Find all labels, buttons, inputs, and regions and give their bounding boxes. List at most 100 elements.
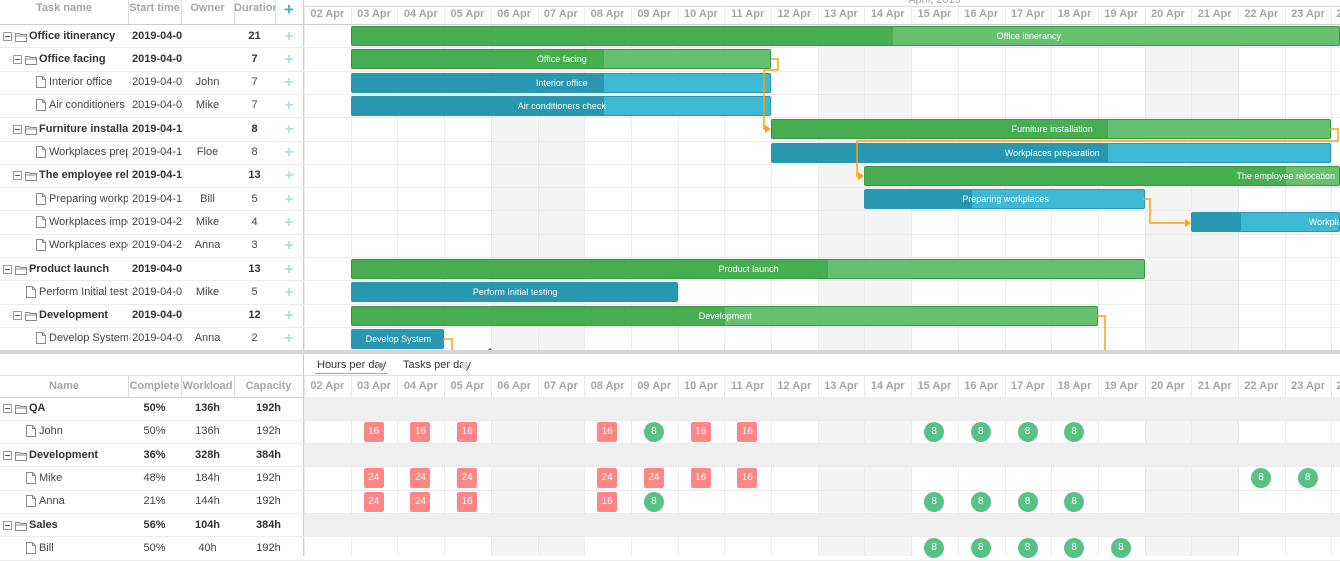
collapse-icon[interactable] xyxy=(13,54,22,67)
workload-marker[interactable]: 24 xyxy=(410,468,431,489)
collapse-icon[interactable] xyxy=(13,171,22,183)
task-name[interactable]: The employee relocation xyxy=(39,169,128,182)
task-name[interactable]: Air conditioners check xyxy=(49,99,128,112)
resource-column-workload[interactable]: Workload xyxy=(182,380,233,392)
workload-marker[interactable]: 24 xyxy=(363,468,384,489)
radio-checked-icon[interactable] xyxy=(377,362,384,369)
add-subtask-button[interactable]: + xyxy=(284,27,294,45)
task-bar[interactable]: Develop System xyxy=(350,328,445,349)
task-name[interactable]: Perform Initial testing xyxy=(39,285,128,298)
task-name[interactable]: Workplaces exportation xyxy=(49,239,128,252)
workload-marker[interactable]: 16 xyxy=(363,421,384,442)
task-bar[interactable]: The employee relocation xyxy=(864,165,1340,186)
task-name[interactable]: Preparing workplaces xyxy=(49,192,128,205)
add-subtask-button[interactable]: + xyxy=(284,167,294,185)
workload-marker[interactable]: 16 xyxy=(737,468,758,489)
collapse-icon[interactable] xyxy=(3,450,12,463)
workload-marker[interactable]: 24 xyxy=(597,468,618,489)
task-bar[interactable]: Preparing workplaces xyxy=(864,189,1145,210)
add-subtask-button[interactable]: + xyxy=(284,97,294,115)
workload-marker[interactable]: 8 xyxy=(970,421,991,442)
add-subtask-button[interactable]: + xyxy=(284,307,294,325)
add-subtask-button[interactable]: + xyxy=(284,50,294,68)
collapse-icon[interactable] xyxy=(3,520,12,533)
resource-column-capacity[interactable]: Capacity xyxy=(245,380,292,392)
task-name[interactable]: Office itinerancy xyxy=(29,29,116,42)
task-bar[interactable]: Furniture installation xyxy=(771,119,1332,140)
task-bar[interactable]: Office facing xyxy=(350,49,771,70)
column-header-name[interactable]: Task name xyxy=(35,2,93,14)
column-header-owner[interactable]: Owner xyxy=(190,2,225,14)
task-bar[interactable]: Development xyxy=(350,305,1098,326)
add-subtask-button[interactable]: + xyxy=(284,260,294,278)
tab-label[interactable]: Tasks per day xyxy=(403,359,471,371)
workload-marker[interactable]: 8 xyxy=(1017,538,1038,559)
collapse-icon[interactable] xyxy=(3,264,12,277)
workload-marker[interactable]: 16 xyxy=(457,421,478,442)
workload-marker[interactable]: 16 xyxy=(597,491,618,512)
workload-marker[interactable]: 24 xyxy=(643,468,664,489)
add-subtask-button[interactable]: + xyxy=(284,283,294,301)
resource-name[interactable]: Anna xyxy=(39,495,65,508)
resource-name[interactable]: John xyxy=(39,425,63,438)
workload-marker[interactable]: 8 xyxy=(1064,491,1085,512)
add-subtask-button[interactable]: + xyxy=(284,74,294,92)
task-name[interactable]: Product launch xyxy=(29,262,110,275)
task-bar[interactable]: Air conditioners check xyxy=(350,95,771,116)
add-subtask-button[interactable]: + xyxy=(284,213,294,231)
workload-marker[interactable]: 8 xyxy=(924,491,945,512)
workload-marker[interactable]: 8 xyxy=(1110,538,1131,559)
collapse-icon[interactable] xyxy=(13,124,22,137)
task-name[interactable]: Furniture installation xyxy=(39,122,128,135)
workload-marker[interactable]: 8 xyxy=(1017,491,1038,512)
task-name[interactable]: Office facing xyxy=(39,52,106,65)
workload-marker[interactable]: 16 xyxy=(690,421,711,442)
workload-marker[interactable]: 8 xyxy=(1297,468,1318,489)
add-subtask-button[interactable]: + xyxy=(284,190,294,208)
workload-marker[interactable]: 8 xyxy=(1064,421,1085,442)
add-task-button[interactable]: + xyxy=(284,0,294,19)
workload-marker[interactable]: 8 xyxy=(643,491,664,512)
workload-marker[interactable]: 8 xyxy=(970,538,991,559)
tab-hours-per-day[interactable] xyxy=(315,356,388,374)
radio-unchecked-icon[interactable] xyxy=(461,362,468,369)
workload-marker[interactable]: 8 xyxy=(643,421,664,442)
task-name[interactable]: Workplaces importation xyxy=(49,215,128,228)
task-bar[interactable]: Workplaces importation xyxy=(1191,212,1340,233)
add-subtask-button[interactable]: + xyxy=(284,144,294,161)
task-bar[interactable]: Product launch xyxy=(350,259,1145,279)
resource-name[interactable]: Sales xyxy=(29,518,58,531)
add-subtask-button[interactable]: + xyxy=(284,120,294,138)
workload-marker[interactable]: 16 xyxy=(597,421,618,442)
resource-column-name[interactable]: Name xyxy=(49,380,79,392)
workload-marker[interactable]: 8 xyxy=(1251,468,1271,489)
workload-marker[interactable]: 8 xyxy=(924,538,945,559)
resource-column-complete[interactable]: Complete xyxy=(129,380,180,392)
resource-name[interactable]: Mike xyxy=(39,471,63,484)
add-subtask-button[interactable]: + xyxy=(284,330,294,348)
column-header-duration[interactable]: Duration xyxy=(234,2,275,14)
task-name[interactable]: Development xyxy=(39,309,109,322)
column-header-start[interactable]: Start time xyxy=(129,2,180,14)
workload-marker[interactable]: 8 xyxy=(924,421,945,442)
resource-name[interactable]: Development xyxy=(29,448,99,461)
resource-name[interactable]: Bill xyxy=(39,541,54,554)
workload-marker[interactable]: 8 xyxy=(1064,538,1085,559)
workload-marker[interactable]: 24 xyxy=(457,468,478,489)
workload-marker[interactable]: 16 xyxy=(457,491,478,512)
workload-marker[interactable]: 16 xyxy=(410,421,431,442)
task-bar[interactable]: Workplaces preparation xyxy=(771,142,1332,163)
task-bar[interactable]: Perform Initial testing xyxy=(350,282,678,303)
task-bar[interactable]: Interior office xyxy=(350,72,771,93)
collapse-icon[interactable] xyxy=(3,31,12,44)
task-bar[interactable]: Office itinerancy xyxy=(350,26,1340,46)
task-name[interactable]: Interior office xyxy=(49,76,113,89)
workload-marker[interactable]: 16 xyxy=(737,421,758,442)
collapse-icon[interactable] xyxy=(13,311,22,323)
workload-marker[interactable]: 24 xyxy=(363,491,384,512)
collapse-icon[interactable] xyxy=(3,404,12,416)
task-name[interactable]: Develop System xyxy=(49,332,128,345)
add-subtask-button[interactable]: + xyxy=(284,237,294,255)
workload-marker[interactable]: 24 xyxy=(410,491,431,512)
panel-resizer[interactable] xyxy=(0,350,1340,354)
